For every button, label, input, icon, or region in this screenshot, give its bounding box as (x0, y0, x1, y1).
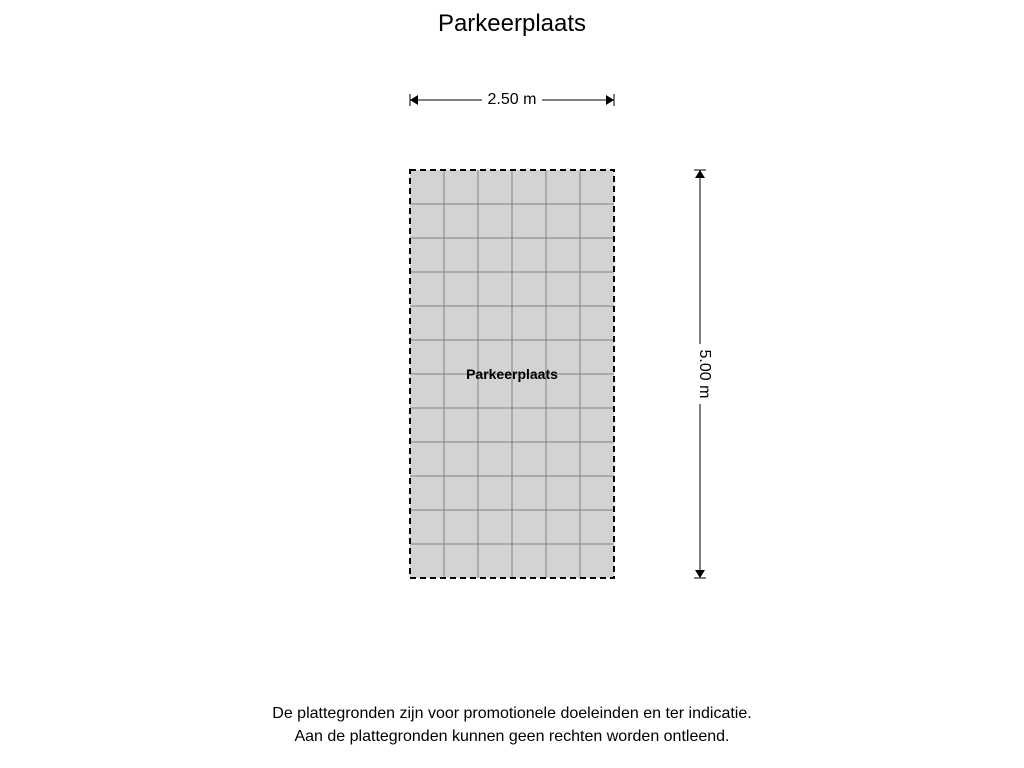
disclaimer: De plattegronden zijn voor promotionele … (0, 703, 1024, 748)
disclaimer-line-2: Aan de plattegronden kunnen geen rechten… (0, 726, 1024, 748)
page: Parkeerplaats Parkeerplaats2.50 m5.00 m … (0, 0, 1024, 768)
disclaimer-line-1: De plattegronden zijn voor promotionele … (0, 703, 1024, 725)
svg-text:5.00 m: 5.00 m (696, 350, 713, 399)
svg-text:2.50 m: 2.50 m (488, 91, 537, 108)
svg-text:Parkeerplaats: Parkeerplaats (466, 366, 558, 382)
floorplan-svg: Parkeerplaats 2.50 m 5.00 m (0, 60, 1024, 700)
page-title: Parkeerplaats (0, 10, 1024, 38)
floorplan-container: Parkeerplaats 2.50 m 5.00 m (0, 60, 1024, 700)
